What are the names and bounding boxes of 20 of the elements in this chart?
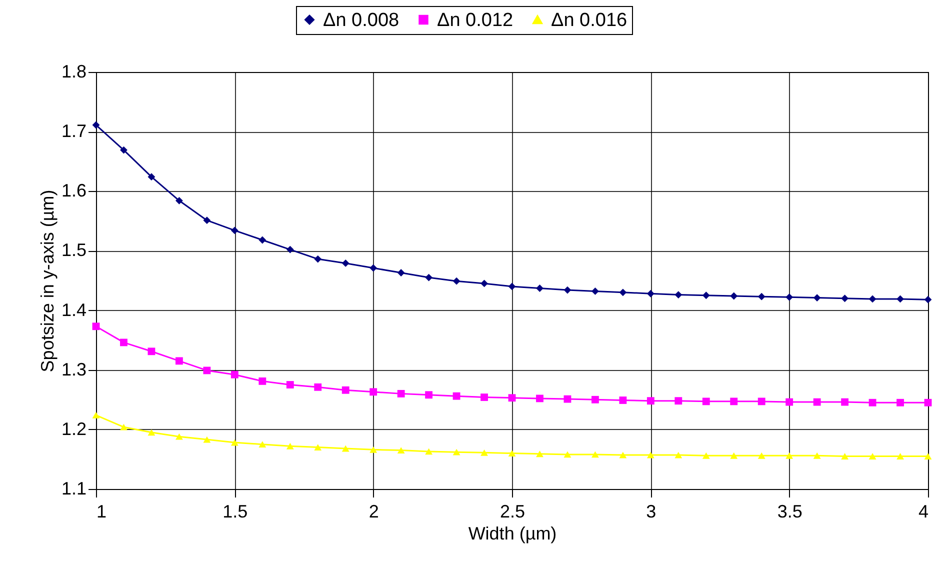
y-tick-label: 1.1: [61, 478, 86, 498]
legend-label: Δn 0.008: [323, 10, 400, 31]
x-axis-title: Width (µm): [468, 524, 557, 544]
y-tick-label: 1.4: [61, 300, 86, 320]
y-tick-label: 1.8: [61, 62, 86, 82]
y-tick-label: 1.6: [61, 180, 86, 201]
legend-label: Δn 0.016: [551, 10, 628, 31]
y-tick-label: 1.3: [61, 359, 86, 380]
y-axis-title: Spotsize in y-axis (µm): [37, 190, 58, 372]
x-tick-label: 3: [646, 502, 656, 522]
y-tick-label: 1.2: [61, 418, 86, 439]
x-tick-label: 1.5: [222, 502, 248, 522]
x-tick-label: 3.5: [777, 502, 802, 522]
x-tick-label: 1: [96, 502, 107, 522]
x-tick-label: 4: [918, 502, 928, 522]
y-tick-label: 1.5: [61, 240, 86, 260]
x-tick-label: 2: [368, 502, 379, 522]
x-tick-label: 2.5: [500, 502, 526, 522]
legend-label: Δn 0.012: [437, 10, 514, 31]
y-tick-label: 1.7: [61, 121, 86, 142]
